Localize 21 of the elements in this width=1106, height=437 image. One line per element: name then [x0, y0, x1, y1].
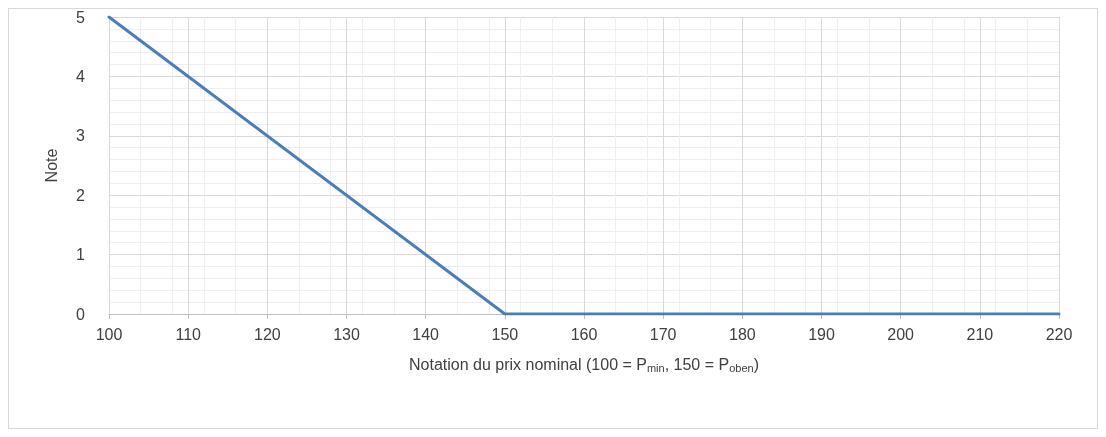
x-tick-label: 150 [491, 325, 519, 343]
x-tick-label: 180 [728, 325, 756, 343]
x-tick-label: 160 [570, 325, 598, 343]
x-tick-label: 100 [95, 325, 123, 343]
x-axis-title: Notation du prix nominal (100 = Pmin, 150 = Poben) [409, 356, 759, 374]
y-axis-title: Note [42, 148, 60, 183]
y-tick-label: 5 [76, 8, 86, 26]
x-tick-label: 210 [966, 325, 994, 343]
x-tick-label: 140 [412, 325, 440, 343]
x-tick-label: 120 [253, 325, 281, 343]
x-tick-label: 110 [175, 325, 202, 343]
y-tick-label: 2 [76, 186, 86, 204]
y-tick-label: 4 [76, 67, 86, 85]
x-tick-label: 220 [1045, 325, 1073, 343]
x-tick-label: 200 [887, 325, 915, 343]
x-tick-label: 130 [333, 325, 360, 343]
x-tick-label: 170 [649, 325, 677, 343]
y-tick-label: 0 [76, 305, 86, 323]
y-tick-label: 1 [76, 246, 86, 264]
x-tick-label: 190 [808, 325, 835, 343]
y-tick-label: 3 [76, 127, 86, 145]
